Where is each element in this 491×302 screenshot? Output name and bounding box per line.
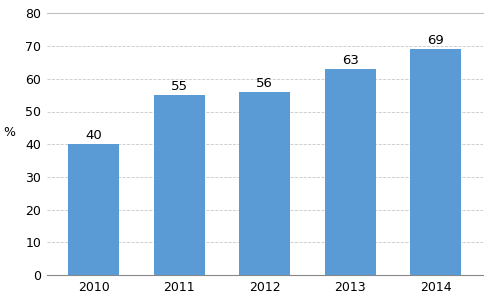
Y-axis label: %: % xyxy=(3,126,16,139)
Bar xyxy=(68,144,119,275)
Text: 56: 56 xyxy=(256,77,273,90)
Text: 55: 55 xyxy=(171,80,188,93)
Bar xyxy=(410,49,462,275)
Bar xyxy=(325,69,376,275)
Text: 40: 40 xyxy=(85,129,102,142)
Bar xyxy=(154,95,205,275)
Bar xyxy=(239,92,290,275)
Text: 69: 69 xyxy=(427,34,444,47)
Text: 63: 63 xyxy=(342,54,358,67)
